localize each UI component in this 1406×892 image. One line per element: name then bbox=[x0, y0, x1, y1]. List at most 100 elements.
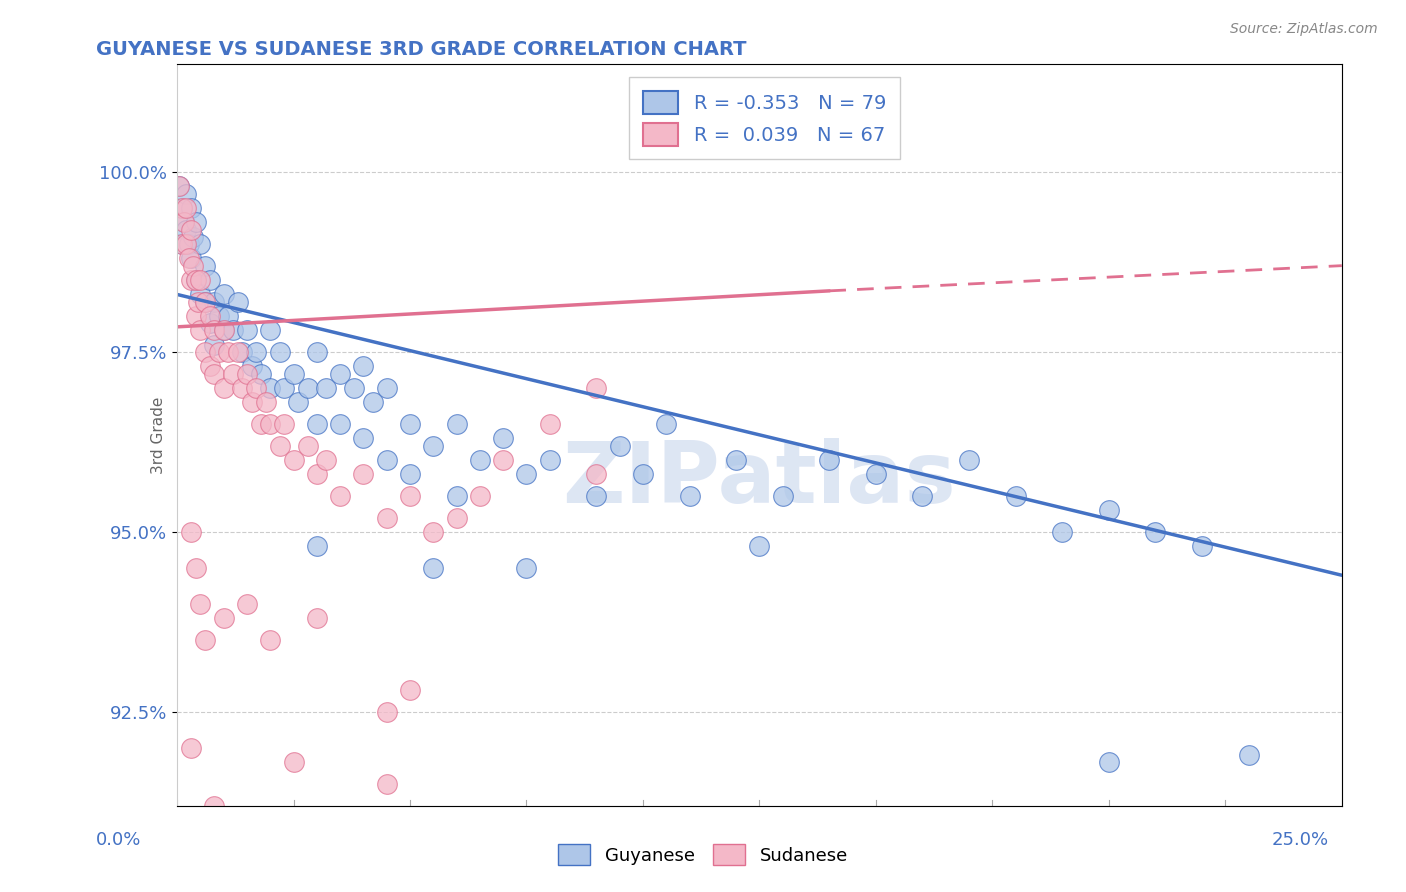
Point bbox=[655, 417, 678, 431]
Point bbox=[492, 432, 515, 446]
Point bbox=[226, 294, 249, 309]
Point bbox=[184, 561, 207, 575]
Point bbox=[176, 222, 198, 236]
Point bbox=[173, 215, 195, 229]
Point bbox=[231, 345, 253, 359]
Point bbox=[375, 777, 398, 791]
Point bbox=[202, 367, 225, 381]
Point bbox=[208, 345, 231, 359]
Point bbox=[269, 439, 291, 453]
Point bbox=[236, 323, 259, 337]
Point bbox=[212, 323, 235, 337]
Point bbox=[399, 683, 422, 698]
Point bbox=[198, 273, 221, 287]
Point bbox=[170, 237, 193, 252]
Point bbox=[305, 345, 328, 359]
Point bbox=[184, 309, 207, 323]
Point bbox=[446, 489, 468, 503]
Point bbox=[725, 453, 748, 467]
Point bbox=[352, 359, 374, 374]
Point bbox=[678, 489, 700, 503]
Point bbox=[183, 259, 205, 273]
Point bbox=[259, 633, 281, 648]
Point bbox=[190, 323, 212, 337]
Text: GUYANESE VS SUDANESE 3RD GRADE CORRELATION CHART: GUYANESE VS SUDANESE 3RD GRADE CORRELATI… bbox=[96, 40, 747, 59]
Point bbox=[297, 381, 319, 395]
Point bbox=[190, 597, 212, 611]
Point bbox=[631, 467, 654, 482]
Point bbox=[361, 395, 384, 409]
Point bbox=[202, 798, 225, 813]
Point bbox=[177, 252, 200, 266]
Point bbox=[170, 201, 193, 215]
Point bbox=[818, 453, 841, 467]
Point bbox=[194, 294, 217, 309]
Point bbox=[492, 453, 515, 467]
Point bbox=[515, 561, 537, 575]
Point bbox=[269, 345, 291, 359]
Point bbox=[1191, 540, 1213, 554]
Point bbox=[399, 467, 422, 482]
Point bbox=[911, 489, 934, 503]
Point bbox=[198, 359, 221, 374]
Point bbox=[352, 467, 374, 482]
Point bbox=[236, 367, 259, 381]
Point bbox=[538, 453, 561, 467]
Point bbox=[772, 489, 794, 503]
Point bbox=[250, 417, 273, 431]
Point bbox=[399, 489, 422, 503]
Point bbox=[245, 381, 267, 395]
Point bbox=[169, 179, 191, 194]
Point bbox=[585, 489, 607, 503]
Point bbox=[180, 524, 202, 539]
Point bbox=[329, 367, 352, 381]
Point bbox=[283, 367, 305, 381]
Y-axis label: 3rd Grade: 3rd Grade bbox=[150, 396, 166, 474]
Point bbox=[283, 756, 305, 770]
Point bbox=[468, 453, 491, 467]
Point bbox=[202, 323, 225, 337]
Point bbox=[240, 359, 263, 374]
Point bbox=[585, 381, 607, 395]
Point bbox=[1098, 503, 1121, 517]
Point bbox=[198, 309, 221, 323]
Point bbox=[343, 381, 366, 395]
Point bbox=[183, 230, 205, 244]
Point bbox=[748, 540, 770, 554]
Point bbox=[446, 417, 468, 431]
Point bbox=[184, 215, 207, 229]
Point bbox=[180, 201, 202, 215]
Point bbox=[1004, 489, 1026, 503]
Point bbox=[538, 417, 561, 431]
Point bbox=[194, 294, 217, 309]
Point bbox=[1052, 524, 1074, 539]
Point bbox=[305, 540, 328, 554]
Point bbox=[212, 287, 235, 301]
Point bbox=[184, 273, 207, 287]
Point bbox=[208, 309, 231, 323]
Point bbox=[329, 417, 352, 431]
Point bbox=[375, 453, 398, 467]
Point bbox=[222, 323, 245, 337]
Point bbox=[468, 489, 491, 503]
Point bbox=[250, 367, 273, 381]
Point bbox=[422, 561, 444, 575]
Point bbox=[957, 453, 980, 467]
Point bbox=[176, 237, 198, 252]
Point bbox=[305, 417, 328, 431]
Point bbox=[422, 439, 444, 453]
Point bbox=[217, 345, 239, 359]
Point bbox=[177, 237, 200, 252]
Point bbox=[173, 215, 195, 229]
Point bbox=[180, 273, 202, 287]
Point bbox=[865, 467, 887, 482]
Point bbox=[315, 453, 337, 467]
Point bbox=[194, 633, 217, 648]
Point bbox=[245, 345, 267, 359]
Point bbox=[240, 395, 263, 409]
Point bbox=[273, 417, 295, 431]
Point bbox=[226, 345, 249, 359]
Point bbox=[315, 381, 337, 395]
Point bbox=[212, 323, 235, 337]
Point bbox=[236, 597, 259, 611]
